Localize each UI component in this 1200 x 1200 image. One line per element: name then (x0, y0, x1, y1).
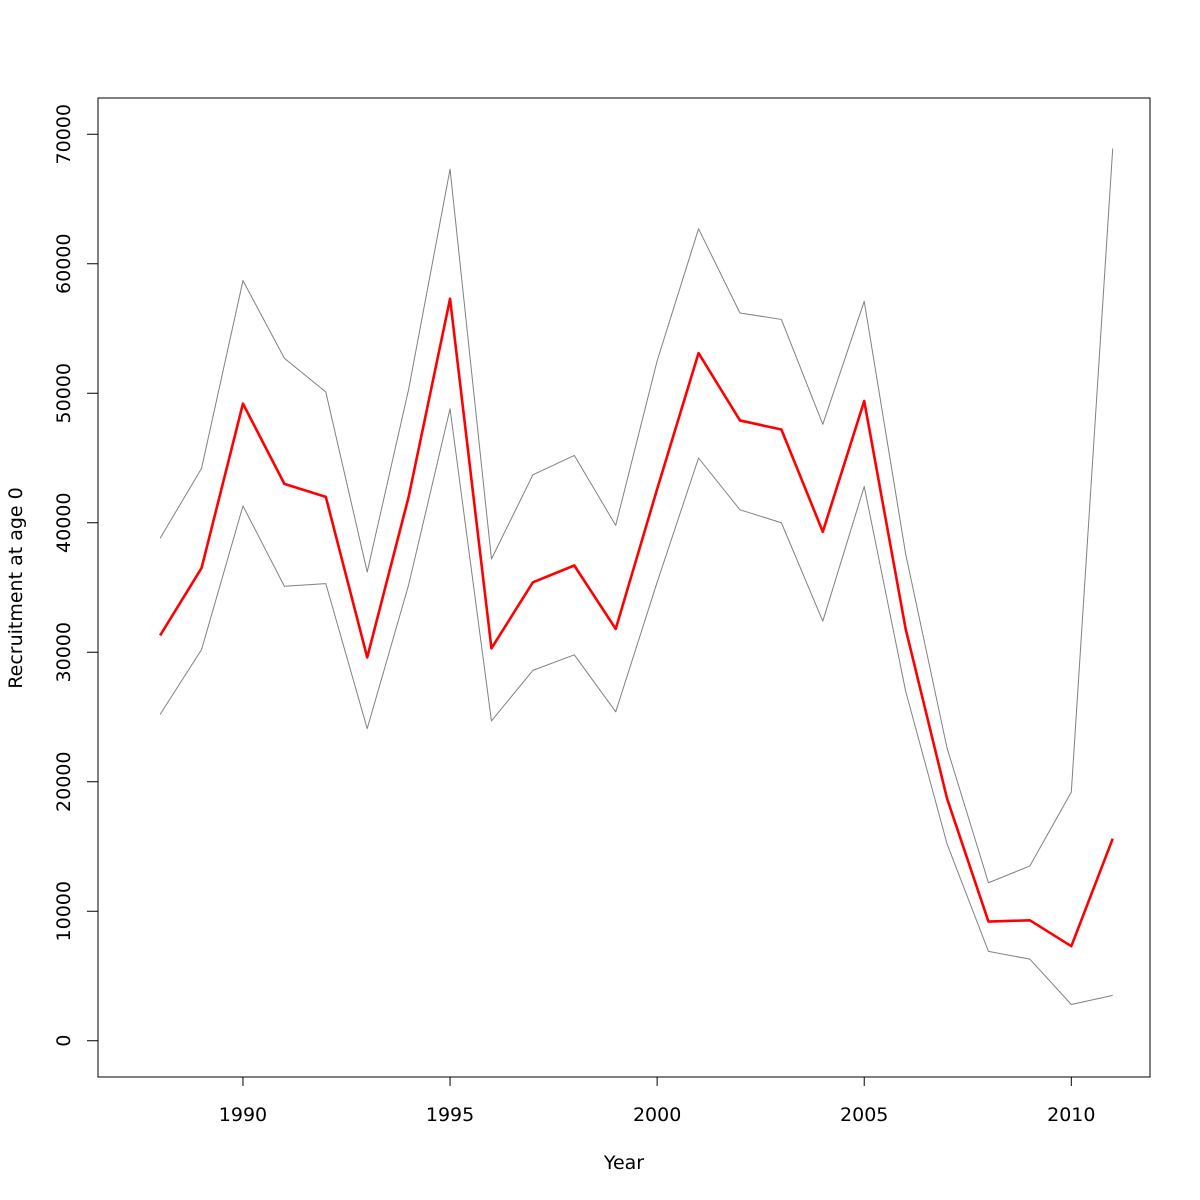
x-tick-label-1990: 1990 (219, 1104, 267, 1126)
x-axis: 1990 1995 2000 2005 2010 (219, 1077, 1095, 1126)
series-layer (159, 148, 1114, 1005)
x-tick-label-2000: 2000 (633, 1104, 681, 1126)
x-tick-label-1995: 1995 (426, 1104, 474, 1126)
y-tick-label-30000: 30000 (53, 622, 75, 682)
y-axis: 0 10000 20000 30000 40000 50000 60000 70000 (53, 104, 98, 1047)
plot-frame (97, 97, 1151, 1078)
y-tick-label-40000: 40000 (53, 493, 75, 553)
y-tick-label-0: 0 (53, 1035, 75, 1047)
y-tick-label-20000: 20000 (53, 752, 75, 812)
y-tick-label-10000: 10000 (53, 881, 75, 941)
y-tick-label-60000: 60000 (53, 234, 75, 294)
x-tick-label-2010: 2010 (1047, 1104, 1095, 1126)
x-axis-title: Year (603, 1152, 644, 1174)
y-axis-title: Recruitment at age 0 (5, 487, 27, 688)
y-tick-label-50000: 50000 (53, 363, 75, 423)
series-line-upper-bound (159, 148, 1114, 884)
series-line-estimate (159, 297, 1114, 948)
y-tick-label-70000: 70000 (53, 104, 75, 164)
series-line-lower-bound (159, 408, 1113, 1005)
x-tick-label-2005: 2005 (840, 1104, 888, 1126)
